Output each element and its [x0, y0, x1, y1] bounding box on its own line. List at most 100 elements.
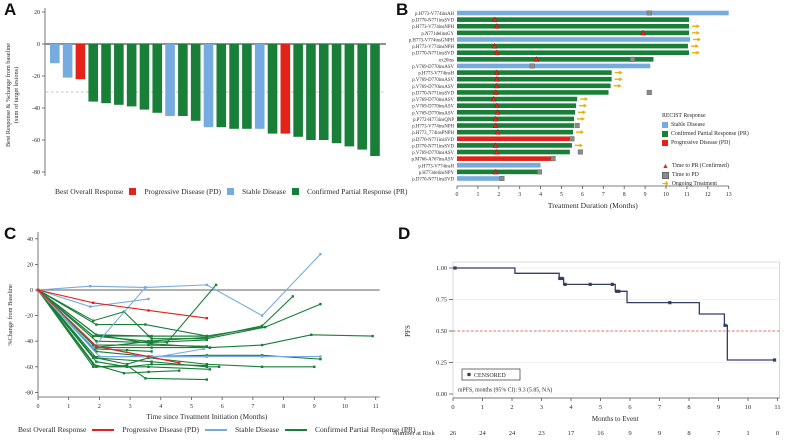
spider-point: [125, 348, 129, 352]
spider-point: [98, 355, 101, 358]
ongoing-arrow-head: [584, 97, 589, 102]
time-to-pd-marker: [574, 123, 580, 129]
spider-chart: 40 20 0 -20 -40 -60 -80 0 1 2 3 4 5 6 7 8 9 10 11 %Change f…: [0, 220, 390, 427]
legend-label: Confirmed Partial Response (PR): [314, 425, 416, 434]
swimmer-row-label: p.M766-A767insASV: [411, 158, 454, 163]
swimmer-row-label: p.V769-D770insASV: [412, 65, 454, 70]
spider-point: [150, 337, 153, 340]
x-tick-label: 5: [599, 404, 602, 411]
y-tick-label: -60: [32, 138, 40, 144]
x-axis-title: Treatment Duration (Months): [548, 201, 638, 210]
y-tick-label: -60: [25, 365, 33, 371]
time-to-pr-marker: [493, 148, 500, 155]
waterfall-bar: [280, 44, 291, 134]
waterfall-bar: [152, 44, 163, 113]
x-tick-label: 11: [373, 404, 379, 410]
y-tick-label: 0.50: [436, 328, 447, 335]
swimmer-row-label: p.D770-N771insSVD: [412, 52, 454, 57]
panel-km: D 1.00 0.75 0.50 0.25 0.00 PFS CENSORED mPFS, m…: [390, 220, 787, 440]
number-at-risk-value: 8: [687, 430, 691, 437]
time-to-pd-marker: [550, 156, 556, 162]
ongoing-arrow-head: [579, 143, 583, 148]
swimmer-legend-item-sd: Stable Disease: [662, 121, 749, 130]
spider-point: [95, 350, 98, 353]
x-tick-label: 8: [282, 404, 285, 410]
swimmer-bar: [457, 96, 578, 102]
y-axis-title: (sum of target lesions): [13, 67, 20, 123]
spider-point: [260, 365, 264, 368]
y-tick-label: -80: [32, 170, 40, 176]
spider-point: [208, 346, 212, 349]
ongoing-arrow-head: [696, 24, 700, 29]
spider-point: [144, 286, 147, 289]
waterfall-bar: [101, 44, 111, 104]
swimmer-row-label: p.H773-V774insNPH: [412, 125, 454, 130]
swimmer-bar: [457, 156, 552, 161]
y-axis-title: %Change from Baseline: [7, 284, 14, 346]
spider-point: [92, 355, 95, 358]
time-to-pr-marker: [493, 102, 500, 109]
swimmer-row-label: p.H773-V774insGNPH: [409, 38, 455, 43]
legend-label: Stable Disease: [234, 425, 279, 434]
swimmer-row-label: p.H773-V774insAH: [415, 12, 455, 17]
x-tick-label: 10: [342, 404, 348, 410]
swimmer-row-label: ex20ins: [439, 58, 454, 63]
x-tick-label: 1: [481, 404, 484, 411]
time-to-pr-marker: [492, 89, 499, 95]
x-tick-label: 2: [510, 404, 513, 411]
swimmer-bar: [457, 10, 729, 16]
waterfall-bar: [139, 44, 150, 110]
spider-point: [144, 377, 147, 380]
panel-swimmer: B p.H773-V774insAH p.D770-N771insSVD p.H77…: [390, 0, 787, 220]
spider-svg: 40 20 0 -20 -40 -60 -80 0 1 2 3 4 5 6 7 8 9 10 11 %Change f…: [7, 232, 380, 421]
spider-point: [88, 305, 92, 308]
swimmer-bar: [457, 83, 611, 89]
x-tick-label: 6: [221, 404, 224, 410]
spider-point: [205, 337, 209, 340]
time-to-pr-marker: [492, 142, 499, 148]
waterfall-bar: [114, 44, 124, 105]
legend-label: Confirmed Partial Response (PR): [306, 187, 408, 196]
ongoing-treatment-icon: ➜: [662, 179, 669, 189]
y-tick-label: 20: [34, 10, 40, 16]
spider-point: [260, 325, 264, 329]
spider-point: [147, 355, 150, 358]
number-at-risk-value: 23: [538, 430, 545, 437]
ongoing-arrow-head: [618, 83, 622, 88]
panel-spider: C 40 20 0 -20 -40 -60 -80 0 1 2 3 4 5 6 7 8 9 10 11 %Change…: [0, 220, 416, 440]
spider-point: [150, 342, 153, 345]
x-axis-title: Months to Event: [592, 415, 639, 423]
waterfall-chart: 20 0 -20 -40 -60 -80 Best Response & %change f…: [0, 0, 390, 193]
y-tick-label: 0.25: [436, 360, 447, 367]
legend-swatch-sd: [226, 188, 234, 195]
panel-c-label: C: [4, 224, 17, 243]
waterfall-bar: [203, 44, 214, 128]
swimmer-row-label: p.D770-N771insSVD: [412, 138, 454, 143]
spider-point: [150, 334, 153, 338]
ongoing-arrow-head: [696, 50, 700, 55]
waterfall-bar: [318, 44, 329, 140]
number-at-risk-label: Number at Risk: [393, 430, 435, 437]
legend-label: Stable Disease: [671, 121, 705, 128]
km-svg: 1.00 0.75 0.50 0.25 0.00 PFS CENSORED mPFS, mon…: [393, 261, 781, 437]
legend-swatch-sd: [662, 122, 668, 129]
spider-point: [150, 340, 153, 343]
spider-point: [205, 355, 209, 358]
x-tick-label: 9: [644, 192, 647, 198]
x-tick-label: 6: [628, 404, 631, 411]
spider-point: [205, 283, 209, 287]
waterfall-bar: [254, 44, 265, 129]
censor-mark: [772, 358, 777, 362]
x-tick-label: 7: [658, 404, 662, 411]
y-axis-title: Best Response & %change from baseline: [5, 43, 12, 147]
number-at-risk-value: 9: [658, 430, 662, 437]
swimmer-bar: [457, 76, 612, 82]
y-tick-label: -20: [32, 74, 40, 80]
swimmer-row-label: p.N771delinsGY: [421, 32, 454, 37]
spider-point: [178, 361, 181, 365]
spider-point: [260, 355, 264, 358]
legend-swatch-pr: [291, 188, 299, 195]
swimmer-bar: [457, 176, 500, 181]
km-chart: 1.00 0.75 0.50 0.25 0.00 PFS CENSORED mPFS, mon…: [390, 220, 787, 440]
legend-swatch-pd: [662, 140, 668, 147]
